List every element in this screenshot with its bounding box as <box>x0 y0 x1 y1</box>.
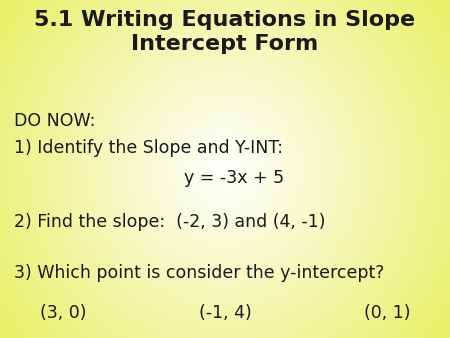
Text: 3) Which point is consider the y-intercept?: 3) Which point is consider the y-interce… <box>14 264 384 282</box>
Text: 1) Identify the Slope and Y-INT:: 1) Identify the Slope and Y-INT: <box>14 139 283 156</box>
Text: (3, 0): (3, 0) <box>40 304 86 322</box>
Text: DO NOW:: DO NOW: <box>14 112 95 129</box>
Text: (-1, 4): (-1, 4) <box>198 304 252 322</box>
Text: 2) Find the slope:  (-2, 3) and (4, -1): 2) Find the slope: (-2, 3) and (4, -1) <box>14 213 325 231</box>
Text: (0, 1): (0, 1) <box>364 304 410 322</box>
Text: 5.1 Writing Equations in Slope
Intercept Form: 5.1 Writing Equations in Slope Intercept… <box>35 10 415 54</box>
Text: y = -3x + 5: y = -3x + 5 <box>184 169 284 187</box>
